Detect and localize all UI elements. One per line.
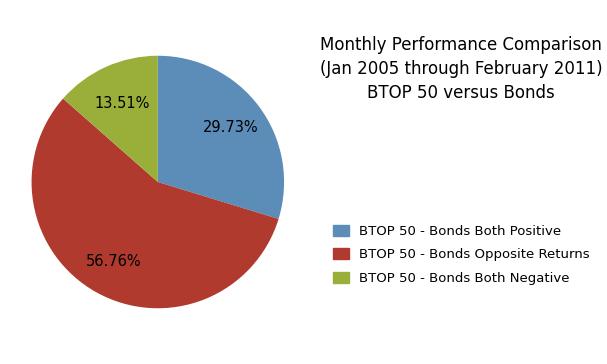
Text: 56.76%: 56.76%	[86, 254, 141, 269]
Wedge shape	[158, 56, 284, 219]
Wedge shape	[63, 56, 158, 182]
Text: 29.73%: 29.73%	[203, 120, 259, 135]
Wedge shape	[32, 99, 279, 308]
Text: Monthly Performance Comparison
(Jan 2005 through February 2011)
BTOP 50 versus B: Monthly Performance Comparison (Jan 2005…	[320, 36, 603, 102]
Legend: BTOP 50 - Bonds Both Positive, BTOP 50 - Bonds Opposite Returns, BTOP 50 - Bonds: BTOP 50 - Bonds Both Positive, BTOP 50 -…	[333, 225, 590, 285]
Text: 13.51%: 13.51%	[95, 96, 150, 111]
